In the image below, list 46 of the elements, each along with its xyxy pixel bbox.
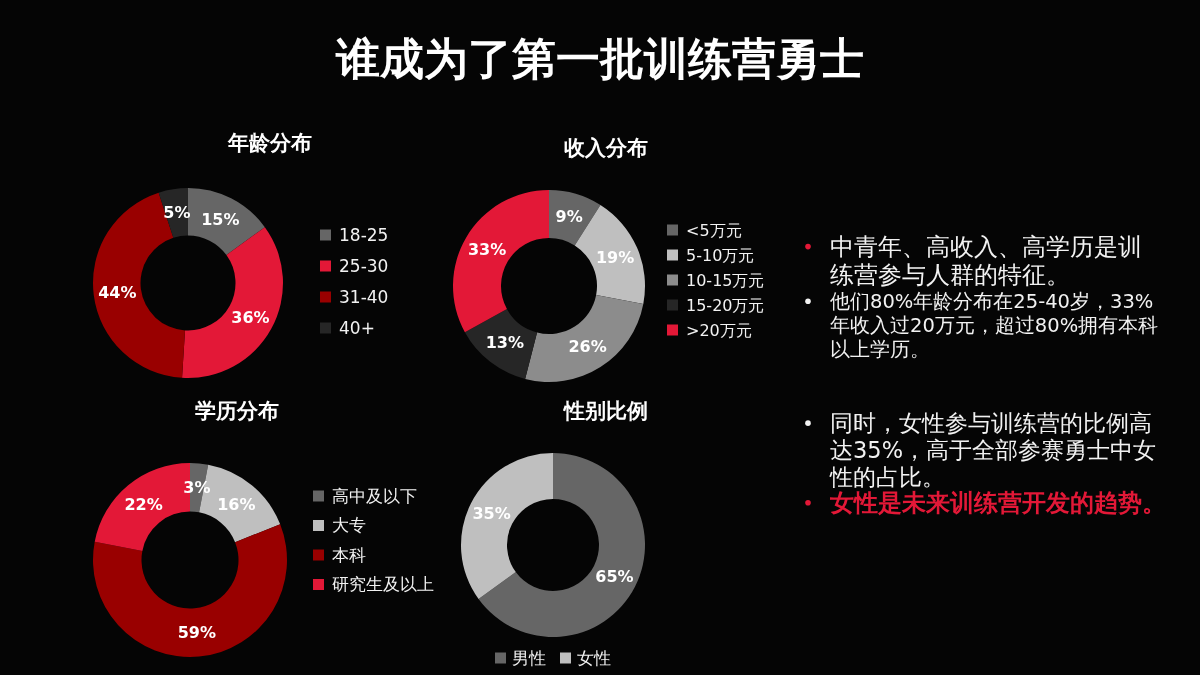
legend-label: 18-25	[339, 224, 389, 245]
legend-label: 本科	[332, 544, 366, 565]
legend-label: 女性	[577, 647, 611, 668]
donut-slice	[188, 188, 265, 256]
data-label: 16%	[217, 494, 256, 514]
data-label: 35%	[472, 504, 511, 524]
donut-slice	[549, 190, 601, 246]
text: 他们80%年龄分布在25-40岁，33%年收入过20万元，超过80%拥有本科以上学历。	[830, 290, 1159, 361]
text: 中青年、高收入、高学历是训练营参与人群的特征。	[830, 233, 1142, 289]
data-label: 26%	[568, 337, 607, 357]
legend-label: 研究生及以上	[332, 574, 434, 595]
chart-title: 性别比例	[562, 399, 648, 423]
legend-label: 15-20万元	[686, 295, 765, 315]
data-label: 59%	[177, 623, 216, 643]
data-label: 19%	[595, 248, 635, 268]
data-label: 5%	[163, 203, 191, 223]
legend-label: 25-30	[339, 255, 389, 276]
donut-slice	[525, 294, 644, 382]
text: 同时，女性参与训练营的比例高达35%，高于全部参赛勇士中女性的占比。	[829, 410, 1157, 490]
donut-slice	[453, 190, 549, 333]
legend-label: >20万元	[686, 320, 752, 340]
donut-slice	[461, 453, 553, 600]
data-label: 15%	[201, 210, 240, 230]
text: 女性是未来训练营开发的趋势。	[829, 489, 1166, 517]
legend-label: 男性	[512, 647, 546, 668]
legend-label: 10-15万元	[686, 270, 765, 290]
legend-label: 5-10万元	[686, 245, 755, 265]
data-label: 65%	[595, 566, 634, 586]
legend-label: 大专	[332, 515, 366, 536]
donut-slice	[182, 227, 283, 378]
chart-title: 学历分布	[195, 399, 279, 423]
legend-label: 40+	[339, 317, 375, 338]
data-label: 13%	[485, 333, 525, 353]
data-label: 9%	[555, 207, 583, 227]
data-label: 36%	[231, 307, 270, 327]
text: 谁成为了第一批训练营勇士	[335, 33, 864, 84]
donut-slice	[93, 524, 287, 657]
data-label: 33%	[467, 239, 507, 259]
chart-title: 年龄分布	[227, 131, 312, 155]
legend-label: 31-40	[339, 286, 389, 307]
data-label: 22%	[124, 494, 163, 514]
legend-label: <5万元	[686, 220, 742, 240]
legend-label: 高中及以下	[332, 485, 417, 506]
donut-slice	[464, 309, 538, 379]
data-label: 44%	[98, 282, 137, 302]
chart-title: 收入分布	[564, 136, 648, 160]
